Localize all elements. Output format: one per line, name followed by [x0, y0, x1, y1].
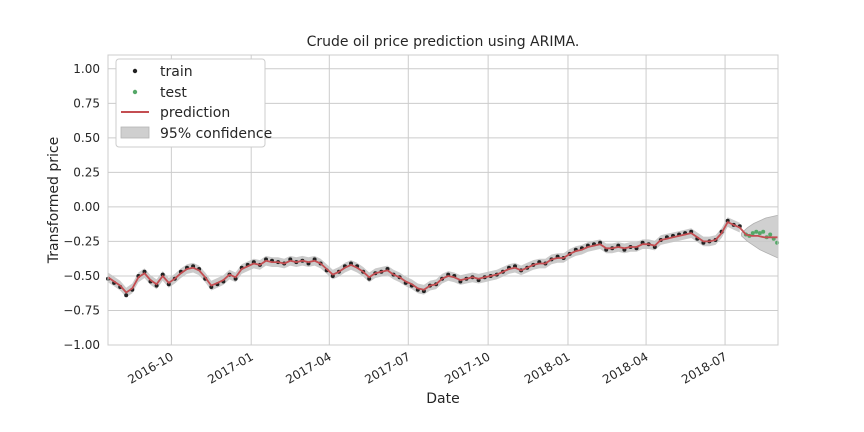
- legend-test-label: test: [160, 85, 187, 101]
- test-point: [757, 231, 762, 236]
- y-tick-label: −0.75: [63, 303, 100, 317]
- x-tick-label: 2018-04: [600, 349, 650, 386]
- y-tick-label: −0.25: [63, 234, 100, 248]
- test-point: [754, 229, 759, 234]
- x-tick-label: 2018-07: [679, 349, 729, 386]
- test-point: [750, 231, 755, 236]
- x-tick-label: 2017-10: [442, 349, 492, 386]
- legend-train-label: train: [160, 64, 193, 80]
- y-tick-label: 0.50: [73, 131, 100, 145]
- x-tick-label: 2017-07: [362, 349, 412, 386]
- y-tick-label: −0.50: [63, 269, 100, 283]
- prediction-line: [107, 221, 778, 294]
- y-axis-label: Transformed price: [46, 137, 62, 264]
- x-tick-label: 2017-01: [205, 349, 255, 386]
- train-point: [160, 272, 165, 277]
- legend-box: [115, 58, 266, 148]
- prediction-series: [107, 221, 778, 294]
- test-point: [768, 232, 773, 237]
- legend-prediction-label: prediction: [160, 105, 230, 121]
- y-tick-label: −1.00: [63, 338, 100, 352]
- y-tick-label: 0.75: [73, 96, 100, 110]
- x-axis-label: Date: [426, 391, 459, 407]
- x-axis: 2016-10 2017-01 2017-04 2017-07 2017-10 2018-…: [125, 349, 729, 386]
- legend-confidence-marker: [120, 126, 150, 139]
- plot-frame: [107, 54, 779, 346]
- legend-train-marker: [132, 68, 138, 74]
- x-tick-label: 2017-04: [283, 349, 333, 386]
- y-tick-label: 0.25: [73, 165, 100, 179]
- legend-confidence-label: 95% confidence: [160, 126, 272, 142]
- x-tick-label: 2016-10: [125, 349, 175, 386]
- test-point: [761, 229, 766, 234]
- chart-title: Crude oil price prediction using ARIMA.: [307, 34, 580, 50]
- x-tick-label: 2018-01: [522, 349, 572, 386]
- y-tick-label: 0.00: [73, 200, 100, 214]
- y-tick-label: 1.00: [73, 62, 100, 76]
- train-point: [124, 293, 129, 298]
- legend: train test prediction 95% confidence: [115, 58, 272, 148]
- y-axis: 1.00 0.75 0.50 0.25 0.00 −0.25 −0.50 −0.75 −1.00: [63, 62, 100, 352]
- legend-test-marker: [132, 89, 138, 95]
